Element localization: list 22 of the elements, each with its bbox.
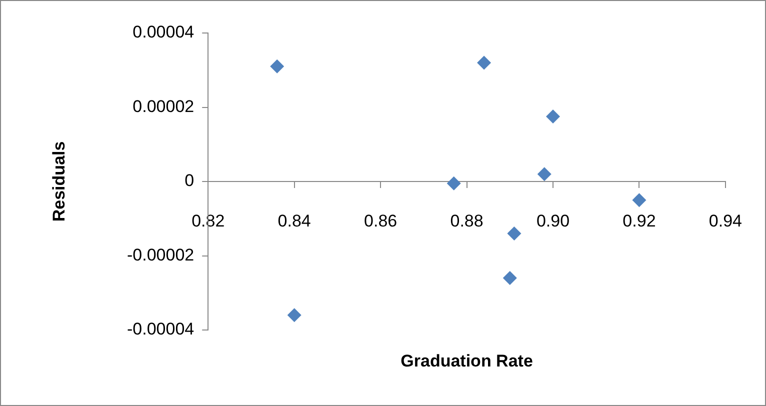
y-tick-label: -0.00002 (126, 245, 194, 264)
x-tick-label: 0.84 (278, 211, 311, 230)
y-axis-title: Residuals (50, 141, 69, 222)
point (446, 176, 461, 190)
x-tick-label: 0.94 (708, 211, 742, 230)
point (537, 167, 552, 182)
y-tick-label: 0 (184, 171, 194, 190)
point (287, 308, 302, 322)
y-tick-label: -0.00004 (126, 320, 194, 339)
point (632, 193, 646, 208)
point (546, 110, 560, 124)
point (270, 59, 284, 74)
y-tick-label: 0.00004 (132, 22, 194, 42)
y-tick-label: 0.00002 (132, 96, 194, 116)
x-axis-title: Graduation Rate (400, 352, 533, 371)
x-tick-label: 0.86 (364, 211, 398, 230)
point (477, 56, 492, 70)
point (507, 226, 522, 240)
x-tick-label: 0.90 (536, 211, 570, 230)
x-tick-label: 0.92 (622, 211, 656, 230)
point (502, 271, 517, 286)
x-tick-label: 0.88 (450, 211, 484, 230)
